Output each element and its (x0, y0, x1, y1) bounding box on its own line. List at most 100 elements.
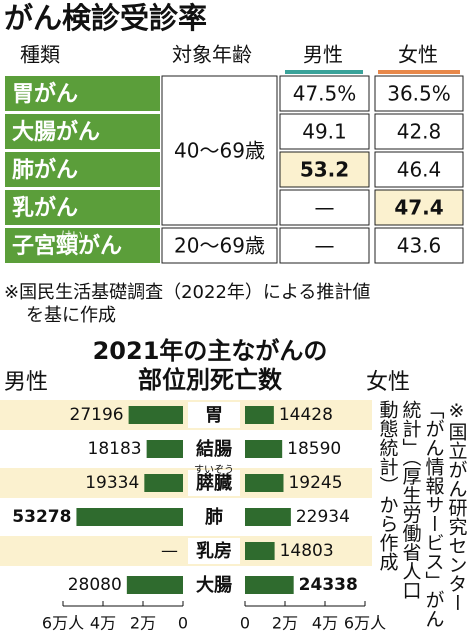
source: 統計」（厚生労働省人口 (400, 400, 422, 600)
header: 種類 (20, 43, 60, 67)
note: ※国民生活基礎調査（2022年）による推計値 (4, 282, 370, 303)
value-cell (374, 151, 464, 188)
source: 動態統計）から作成 (377, 400, 399, 571)
category-label: 大腸 (196, 574, 232, 596)
age-label: 40〜69歳 (174, 139, 265, 163)
category-box (188, 504, 240, 530)
value-cell (279, 151, 370, 188)
bar (245, 576, 294, 594)
header: 女性 (398, 43, 438, 67)
row-label: 子宮頸がん (12, 233, 122, 259)
x-tick-label: 6万人 (344, 614, 386, 633)
x-tick-label: 6万人 (42, 614, 84, 633)
value: 36.5% (387, 82, 451, 106)
category-box (188, 470, 240, 496)
bar (146, 440, 183, 458)
category-box (188, 436, 240, 462)
row-label-cell (5, 76, 160, 111)
bar (245, 474, 284, 492)
x-tick-label: 2万 (130, 614, 156, 633)
x-tick-label: 4万 (90, 614, 116, 633)
age-cell (161, 227, 278, 264)
row-label: 大腸がん (12, 119, 100, 145)
legend-label: 女性 (366, 370, 410, 395)
note: を基に作成 (26, 305, 116, 326)
row-label: 肺がん (12, 157, 78, 183)
value: 47.4 (394, 196, 443, 220)
value: 47.5% (293, 82, 357, 106)
row-label-cell (5, 190, 160, 225)
value-label: 18183 (88, 439, 142, 459)
bar (76, 508, 183, 526)
bar (245, 508, 291, 526)
value-label: 14428 (279, 405, 333, 425)
row-stripe (0, 536, 372, 566)
value-cell (374, 227, 464, 264)
category-box (188, 572, 240, 598)
value-label: — (161, 541, 178, 561)
row-label-cell (5, 114, 160, 149)
legend-label: 男性 (4, 370, 48, 395)
value-label: 19334 (85, 473, 139, 493)
value-label: 18590 (287, 439, 341, 459)
category-box (188, 538, 240, 564)
header: 男性 (303, 43, 343, 67)
ruby: けい (61, 229, 83, 242)
category-label: 乳房 (196, 540, 232, 562)
value: — (315, 196, 335, 220)
value-label: 22934 (296, 507, 350, 527)
header-underline (378, 70, 460, 74)
value-label: 27196 (70, 405, 124, 425)
row-label-cell (5, 228, 160, 263)
row-stripe (0, 400, 372, 430)
category-box (188, 402, 240, 428)
value: 46.4 (397, 158, 442, 182)
header-underline (285, 70, 363, 74)
value-cell (374, 75, 464, 112)
source: 「がん情報サービス」がん (423, 400, 445, 628)
value-cell (279, 189, 370, 226)
chart-subtitle: 部位別死亡数 (138, 366, 283, 394)
value: 42.8 (397, 120, 442, 144)
value-cell (279, 75, 370, 112)
x-tick-label: 2万 (272, 614, 298, 633)
bar (126, 576, 183, 594)
value: 43.6 (397, 234, 442, 258)
bar (128, 406, 183, 424)
value-cell (374, 189, 464, 226)
row-label: 胃がん (12, 81, 78, 107)
bar (245, 542, 275, 560)
value-cell (279, 113, 370, 150)
category-label: 膵臓 (195, 472, 232, 494)
value: — (315, 234, 335, 258)
row-label-cell (5, 152, 160, 187)
header: 対象年齢 (172, 43, 252, 67)
value-label: 14803 (280, 541, 334, 561)
row-stripe (0, 468, 372, 498)
value-cell (374, 113, 464, 150)
x-tick-label: 0 (178, 614, 188, 633)
age-label: 20〜69歳 (174, 234, 265, 258)
category-label: 胃 (205, 405, 223, 426)
title: がん検診受診率 (4, 1, 207, 35)
chart-title: 2021年の主ながんの (93, 337, 328, 365)
bar (245, 440, 283, 458)
value-cell (279, 227, 370, 264)
category-label: 結腸 (196, 438, 232, 460)
value-label: 28080 (68, 575, 122, 595)
bar (144, 474, 183, 492)
value-label: 19245 (288, 473, 342, 493)
category-label: 肺 (205, 507, 223, 528)
x-tick-label: 4万 (312, 614, 338, 633)
source: ※国立がん研究センター (446, 400, 468, 612)
value-label: 24338 (299, 575, 358, 595)
row-label: 乳がん (12, 195, 78, 221)
bar (245, 406, 274, 424)
value: 49.1 (302, 120, 347, 144)
category-reading: すいぞう (194, 464, 234, 476)
x-tick-label: 0 (240, 614, 250, 633)
age-cell (161, 75, 278, 226)
value: 53.2 (300, 158, 349, 182)
value-label: 53278 (12, 507, 71, 527)
